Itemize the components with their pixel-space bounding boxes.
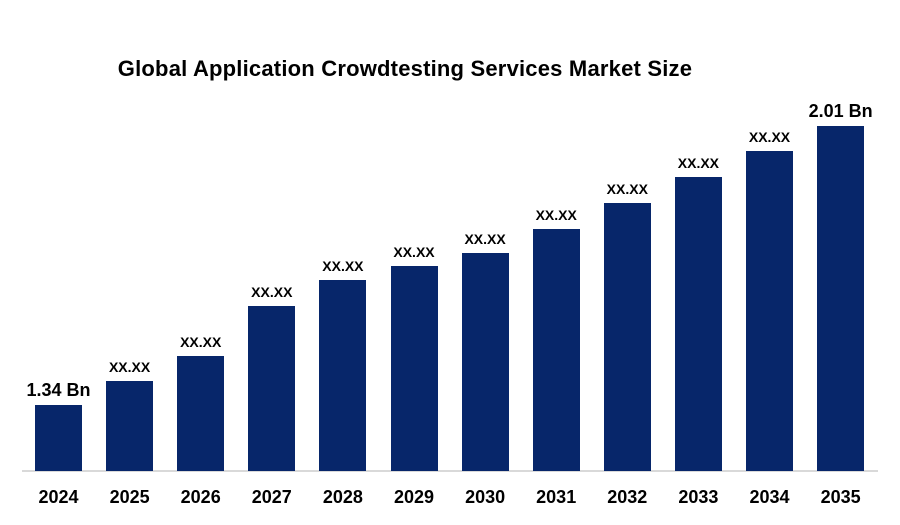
x-tick-label-2034: 2034 [749,487,790,507]
bar-2033 [674,177,722,471]
bar-column-2032: XX.XX 2032 [591,181,663,506]
bar-2029 [390,266,438,471]
bar-value-label-2027: XX.XX [251,284,293,300]
bar-2026 [177,356,225,471]
bar-value-label-2024: 1.34 Bn [26,380,91,400]
x-tick-label-2029: 2029 [393,487,435,507]
bar-2031 [532,229,580,471]
x-tick-label-2025: 2025 [109,487,150,507]
bar-value-label-2025: XX.XX [108,359,151,375]
x-tick-label-2035: 2035 [820,487,861,507]
x-tick-label-2026: 2026 [180,487,221,507]
bar-value-label-2026: XX.XX [180,334,222,350]
x-tick-label-2024: 2024 [38,487,79,507]
chart-title: Global Application Crowdtesting Services… [117,56,693,81]
bar-2030 [461,253,509,471]
bar-2025 [106,381,154,471]
bar-column-2030: XX.XX 2030 [449,231,521,506]
bar-value-label-2030: XX.XX [464,231,506,247]
bar-column-2025: XX.XX 2025 [94,359,166,506]
x-tick-label-2033: 2033 [678,487,719,507]
bar-column-2027: XX.XX 2027 [236,284,308,506]
x-tick-label-2030: 2030 [465,487,506,507]
bar-2034 [746,151,793,471]
bar-value-label-2035: 2.01 Bn [808,101,873,121]
bar-column-2026: XX.XX 2026 [165,334,237,506]
bar-value-label-2032: XX.XX [606,181,648,197]
x-tick-label-2028: 2028 [322,487,363,507]
bar-value-label-2031: XX.XX [535,207,577,223]
bar-column-2035: 2.01 Bn 2035 [805,101,877,506]
bar-column-2024: 1.34 Bn 2024 [23,380,95,506]
bar-column-2033: XX.XX 2033 [662,155,734,506]
bar-value-label-2028: XX.XX [322,258,364,274]
bar-column-2034: XX.XX 2034 [734,129,806,506]
x-tick-label-2031: 2031 [536,487,577,507]
bar-column-2028: XX.XX 2028 [307,258,379,506]
bar-2035 [817,126,865,471]
bar-column-2031: XX.XX 2031 [520,207,592,506]
x-tick-label-2027: 2027 [251,487,292,507]
bar-2024 [35,405,82,471]
bar-2027 [248,306,296,471]
bar-column-2029: XX.XX 2029 [378,244,450,506]
bar-2028 [319,280,367,471]
bar-value-label-2033: XX.XX [677,155,720,171]
bar-2032 [603,203,651,471]
x-axis-line [22,470,878,472]
bar-value-label-2029: XX.XX [393,244,435,260]
x-tick-label-2032: 2032 [607,487,648,507]
bar-value-label-2034: XX.XX [748,129,791,145]
